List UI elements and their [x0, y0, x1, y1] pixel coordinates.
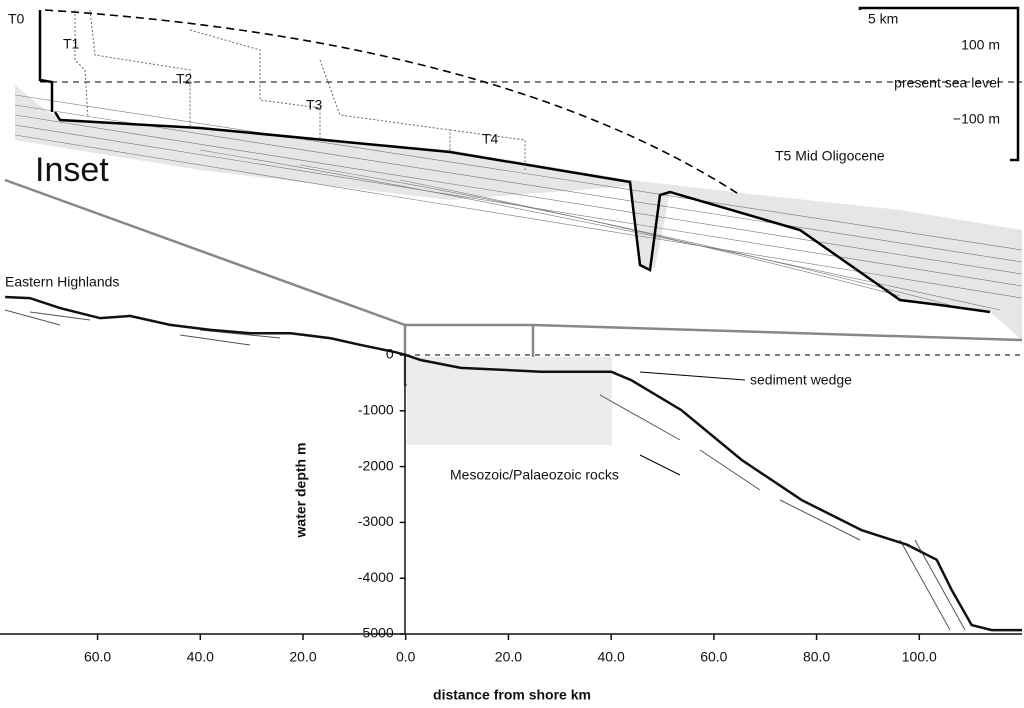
x-tick-label: 0.0 [396, 649, 416, 665]
y-tick-label: -2000 [358, 457, 394, 473]
inset-seafloor [53, 111, 991, 314]
x-tick-label: 60.0 [700, 649, 727, 665]
x-tick-label: 40.0 [598, 649, 625, 665]
t0-trace [38, 10, 54, 112]
scale-label: −100 m [953, 111, 1000, 127]
t5-horizon [44, 9, 741, 196]
y-axis-title: water depth m [293, 443, 309, 539]
leader [639, 454, 681, 476]
annotation: sediment wedge [750, 372, 852, 388]
leader [639, 371, 746, 381]
horizon-label: T1 [63, 36, 80, 52]
y-tick-label: -1000 [358, 401, 394, 417]
scale-bar [858, 6, 1020, 162]
inset-title: Inset [35, 151, 109, 189]
annotation: Eastern Highlands [5, 274, 119, 290]
x-tick-label: 100.0 [902, 649, 937, 665]
scale-label: 5 km [868, 11, 898, 27]
x-axis-title: distance from shore km [433, 687, 591, 703]
horizon-label: T3 [306, 97, 323, 113]
x-tick-label: 60.0 [84, 649, 111, 665]
scale-label: 100 m [961, 37, 1000, 53]
horizon-label: T5 Mid Oligocene [775, 148, 885, 164]
y-tick-label: 0 [386, 346, 394, 362]
x-tick-label: 20.0 [289, 649, 316, 665]
scale-label: present sea level [894, 75, 1000, 91]
horizon-label: T0 [8, 11, 25, 27]
rock-hatching [4, 309, 966, 631]
x-tick-label: 40.0 [187, 649, 214, 665]
horizon-label: T2 [176, 71, 193, 87]
x-tick-label: 80.0 [803, 649, 830, 665]
y-tick-label: -4000 [358, 569, 394, 585]
annotation: Mesozoic/Palaeozoic rocks [450, 467, 619, 483]
x-tick-label: 20.0 [495, 649, 522, 665]
y-tick-label: -5000 [358, 625, 394, 641]
y-tick-label: -3000 [358, 513, 394, 529]
seismic-section [15, 85, 1022, 340]
seafloor-profile [5, 295, 1022, 632]
horizon-traces [74, 9, 526, 170]
horizon-label: T4 [482, 131, 499, 147]
